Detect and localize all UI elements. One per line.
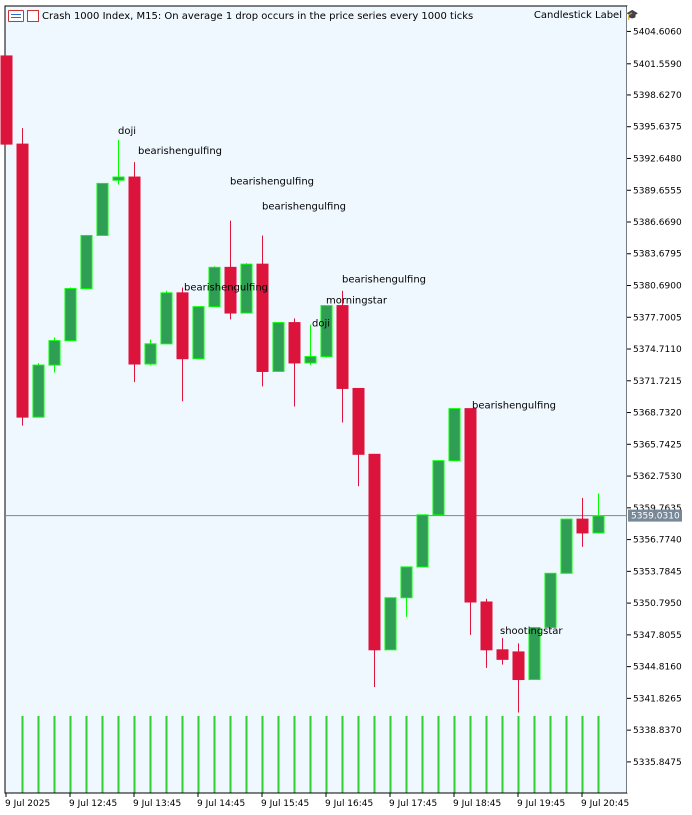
- price-tick-label: 5383.6795: [633, 250, 682, 260]
- price-tick-label: 5377.7005: [633, 313, 682, 323]
- candle[interactable]: [528, 626, 541, 681]
- price-tick-label: 5356.7740: [633, 536, 682, 546]
- candle[interactable]: [96, 182, 109, 236]
- time-tick-label: 9 Jul 17:45: [389, 799, 437, 809]
- candle[interactable]: [352, 387, 365, 455]
- pattern-label: doji: [312, 319, 330, 330]
- price-tick-label: 5371.7215: [633, 377, 682, 387]
- candle[interactable]: [224, 266, 237, 314]
- pattern-label: bearishengulfing: [472, 401, 556, 412]
- candle[interactable]: [272, 322, 285, 372]
- candle[interactable]: [288, 322, 301, 364]
- pattern-label: bearishengulfing: [342, 275, 426, 286]
- price-tick-label: 5350.7950: [633, 599, 682, 609]
- time-tick-label: 9 Jul 13:45: [133, 799, 181, 809]
- candle[interactable]: [576, 518, 589, 534]
- indicator-name: Candlestick Label: [533, 10, 622, 21]
- graduation-cap-icon[interactable]: 🎓: [626, 9, 639, 21]
- candle[interactable]: [144, 343, 157, 365]
- price-tick-label: 5338.8370: [633, 726, 682, 736]
- current-price-label: 5359.0310: [631, 512, 680, 522]
- candle[interactable]: [256, 263, 269, 372]
- candle[interactable]: [0, 55, 13, 145]
- time-tick-label: 9 Jul 16:45: [325, 799, 373, 809]
- price-tick-label: 5380.6900: [633, 282, 682, 292]
- price-tick-label: 5353.7845: [633, 567, 682, 577]
- price-tick-label: 5368.7320: [633, 409, 682, 419]
- price-tick-label: 5341.8265: [633, 694, 682, 704]
- candle[interactable]: [128, 176, 141, 365]
- price-axis: [627, 6, 692, 793]
- time-tick-label: 9 Jul 2025: [5, 799, 50, 809]
- candle[interactable]: [480, 601, 493, 651]
- pattern-label: morningstar: [326, 296, 388, 307]
- candle[interactable]: [464, 408, 477, 603]
- pattern-label: shootingstar: [500, 626, 563, 637]
- symbol-icon: [27, 10, 39, 22]
- candle[interactable]: [48, 340, 61, 366]
- candle[interactable]: [320, 305, 333, 358]
- candle[interactable]: [448, 408, 461, 462]
- candle[interactable]: [176, 292, 189, 360]
- price-tick-label: 5401.5590: [633, 60, 682, 70]
- price-tick-label: 5386.6690: [633, 218, 682, 228]
- price-tick-label: 5347.8055: [633, 631, 682, 641]
- price-tick-label: 5395.6375: [633, 123, 682, 133]
- pattern-label: doji: [118, 126, 136, 137]
- candle[interactable]: [416, 514, 429, 568]
- candle[interactable]: [368, 453, 381, 651]
- time-tick-label: 9 Jul 14:45: [197, 799, 245, 809]
- pattern-label: bearishengulfing: [230, 177, 314, 188]
- price-tick-label: 5374.7110: [633, 345, 682, 355]
- candle[interactable]: [432, 460, 445, 516]
- current-price-badge: [628, 509, 682, 522]
- indicator-header: Candlestick Label 🎓: [534, 10, 640, 21]
- time-tick-label: 9 Jul 19:45: [517, 799, 565, 809]
- chart-menu-icon[interactable]: [8, 10, 24, 22]
- pattern-label: bearishengulfing: [184, 283, 268, 294]
- candle[interactable]: [16, 143, 29, 418]
- pattern-label: bearishengulfing: [138, 146, 222, 157]
- chart-header: Crash 1000 Index, M15: On average 1 drop…: [8, 10, 473, 22]
- price-tick-label: 5398.6270: [633, 91, 682, 101]
- candle[interactable]: [560, 518, 573, 574]
- candle[interactable]: [80, 234, 93, 290]
- candle[interactable]: [32, 364, 45, 418]
- candle[interactable]: [208, 266, 221, 308]
- chart-title: Crash 1000 Index, M15: On average 1 drop…: [42, 10, 474, 22]
- price-tick-label: 5404.6060: [633, 27, 682, 37]
- candle[interactable]: [304, 356, 317, 364]
- price-tick-label: 5392.6480: [633, 154, 682, 164]
- candle[interactable]: [592, 515, 605, 534]
- price-tick-label: 5365.7425: [633, 440, 682, 450]
- candle[interactable]: [336, 305, 349, 389]
- pattern-label: bearishengulfing: [262, 201, 346, 212]
- candle[interactable]: [240, 263, 253, 314]
- candle[interactable]: [512, 651, 525, 681]
- time-tick-label: 9 Jul 20:45: [581, 799, 629, 809]
- candle[interactable]: [544, 572, 557, 628]
- price-tick-label: 5389.6555: [633, 186, 682, 196]
- price-tick-label: 5335.8475: [633, 758, 682, 768]
- price-tick-label: 5362.7530: [633, 472, 682, 482]
- candle[interactable]: [112, 176, 125, 181]
- candle[interactable]: [384, 597, 397, 651]
- time-tick-label: 9 Jul 15:45: [261, 799, 309, 809]
- time-tick-label: 9 Jul 18:45: [453, 799, 501, 809]
- price-tick-label: 5344.8160: [633, 663, 682, 673]
- candle[interactable]: [160, 292, 173, 345]
- candle[interactable]: [400, 566, 413, 599]
- price-tick-label: 5359.7635: [633, 504, 682, 514]
- candle[interactable]: [496, 649, 509, 660]
- time-tick-label: 9 Jul 12:45: [69, 799, 117, 809]
- candle[interactable]: [64, 288, 77, 342]
- candle[interactable]: [192, 306, 205, 360]
